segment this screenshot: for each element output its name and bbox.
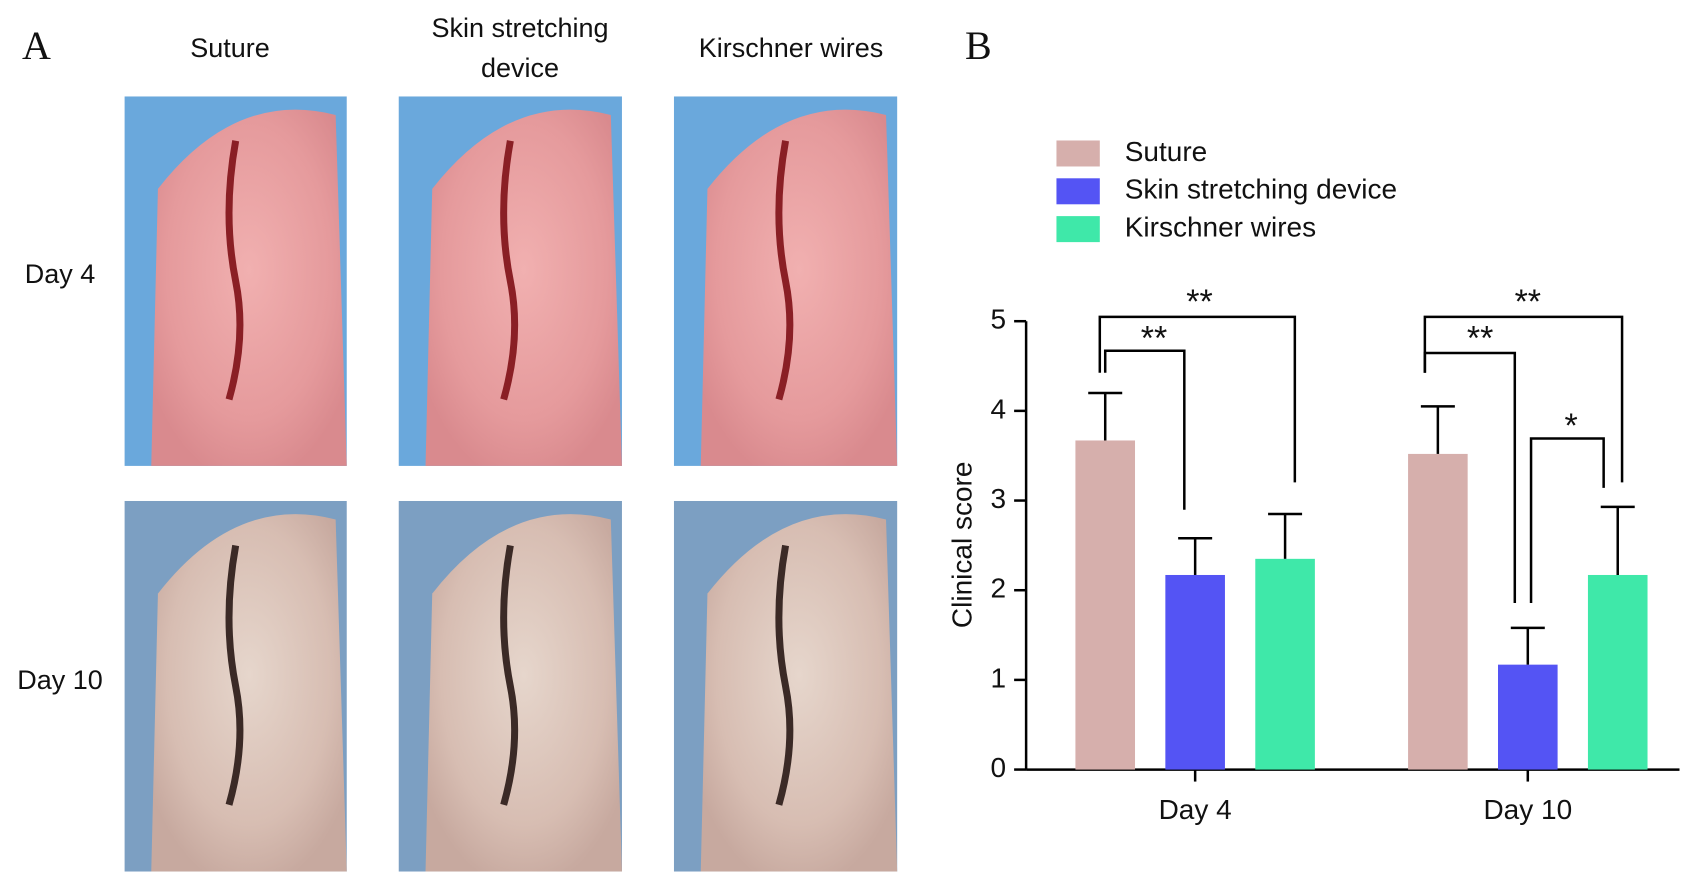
legend-label: Skin stretching device [1125,174,1397,205]
photo-grid [124,96,898,872]
panel-label: B [965,23,992,68]
bar [1255,558,1315,770]
photo-incision [775,544,794,806]
significance-bracket [1098,315,1297,483]
y-tick-label: 5 [991,304,1007,335]
photo-tissue [151,109,347,466]
y-tick-label: 2 [991,573,1007,604]
photo-incision [500,140,519,401]
photo-tissue [151,514,347,872]
panel-label: A [22,23,51,68]
column-title: Kirschner wires [698,33,884,63]
significance-label: ** [1141,319,1167,357]
y-axis-label: Clinical score [947,462,978,629]
significance-bracket [1423,315,1624,483]
row-title: Day 4 [24,259,96,289]
bar [1075,440,1136,770]
photo-incision [225,544,244,806]
legend-swatch [1056,216,1100,243]
bar [1587,574,1648,770]
row-title: Day 10 [17,665,103,695]
column-title: Suture [190,33,270,63]
photo-incision [225,140,244,401]
significance-label: ** [1467,319,1493,357]
photo-tissue [700,514,898,872]
photo-incision [775,140,794,401]
significance-bracket [1529,437,1605,603]
legend-label: Kirschner wires [1125,212,1316,243]
x-tick-label: Day 4 [1159,794,1232,825]
significance-bracket [1103,349,1186,510]
bar [1165,574,1225,770]
bar [1498,664,1558,770]
photo-tissue [700,109,898,466]
legend-swatch [1056,140,1100,167]
y-tick-label: 3 [991,483,1007,514]
x-tick-label: Day 10 [1483,794,1572,825]
y-tick-label: 1 [991,662,1007,693]
bar [1408,453,1468,770]
legend-swatch [1056,178,1100,205]
significance-label: ** [1515,283,1541,321]
y-tick-label: 4 [991,393,1007,424]
column-title: Skin stretching device [431,13,609,83]
photo-incision [500,544,519,806]
legend-label: Suture [1125,136,1208,167]
significance-label: * [1565,407,1578,445]
photo-tissue [425,109,622,466]
y-tick-label: 0 [991,752,1007,783]
significance-label: ** [1186,283,1212,321]
photo-tissue [425,514,622,872]
